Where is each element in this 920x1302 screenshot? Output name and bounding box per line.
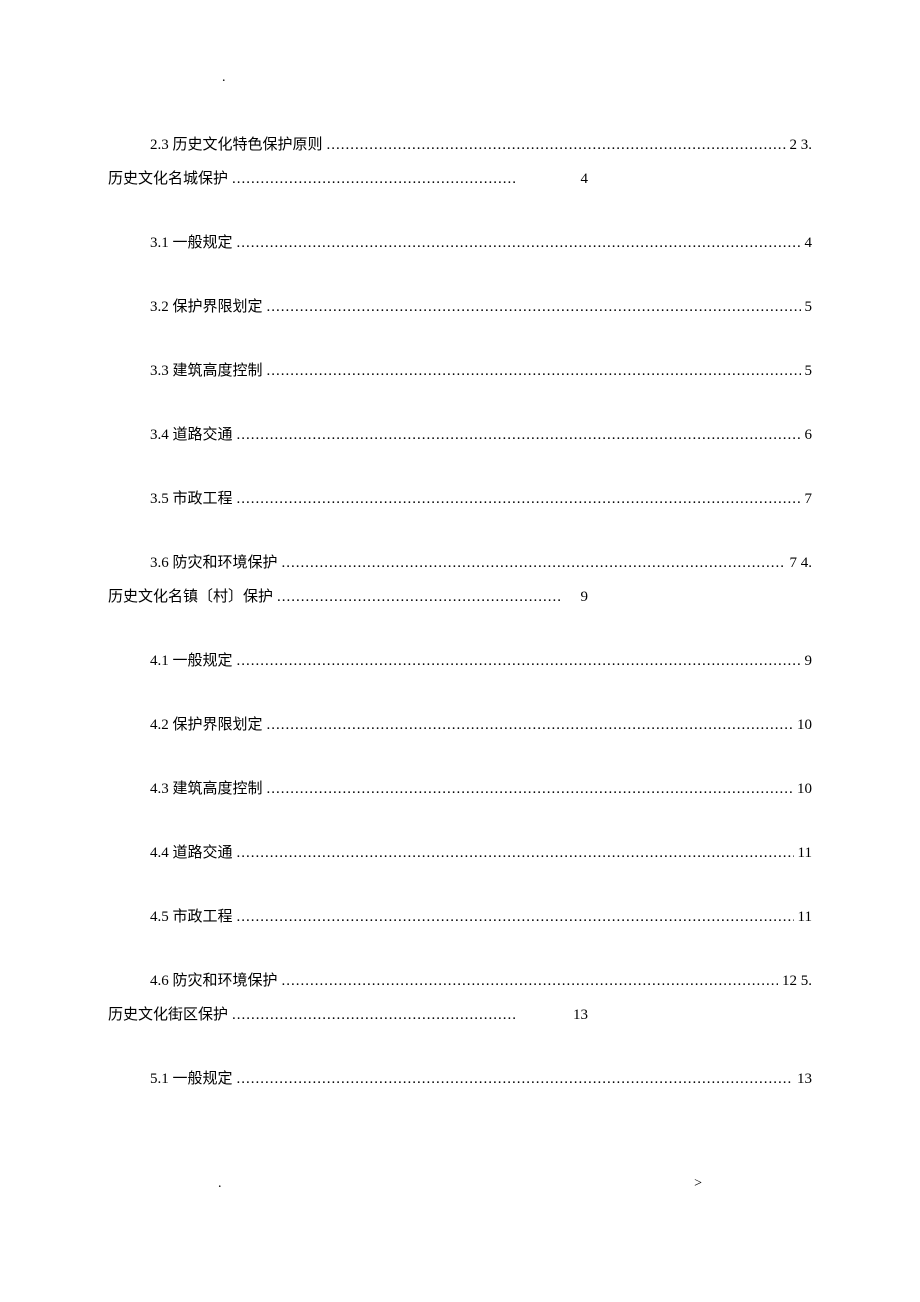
toc-leader-dots: ........................................… [232, 164, 576, 194]
toc-leader-dots: ........................................… [267, 292, 801, 322]
toc-section-entry: 历史文化名城保护 ...............................… [108, 164, 588, 194]
footer-right-mark: > [694, 1176, 702, 1192]
toc-page-number: 4 [805, 228, 813, 258]
toc-page-number: 7 4. [790, 548, 813, 578]
toc-leader-dots: ........................................… [237, 484, 801, 514]
toc-label: 4.6 防灾和环境保护 [150, 966, 278, 996]
toc-leader-dots: ........................................… [232, 1000, 569, 1030]
toc-label: 4.3 建筑高度控制 [150, 774, 263, 804]
toc-leader-dots: ........................................… [282, 548, 786, 578]
toc-label: 3.6 防灾和环境保护 [150, 548, 278, 578]
toc-section-page: 9 [581, 582, 589, 612]
toc-page-number: 10 [797, 710, 812, 740]
footer-left-mark: . [218, 1176, 222, 1192]
toc-page-number: 5 [805, 356, 813, 386]
toc-entry: 3.3 建筑高度控制 .............................… [108, 356, 812, 386]
toc-label: 3.3 建筑高度控制 [150, 356, 263, 386]
footer-marks: . > [108, 1176, 812, 1192]
toc-leader-dots: ........................................… [237, 1064, 793, 1094]
toc-leader-dots: ........................................… [237, 646, 801, 676]
toc-section-label: 历史文化街区保护 [108, 1000, 228, 1030]
toc-entry: 4.3 建筑高度控制 .............................… [108, 774, 812, 804]
toc-page-number: 13 [797, 1064, 812, 1094]
toc-entry: 3.4 道路交通 ...............................… [108, 420, 812, 450]
toc-page-number: 11 [798, 838, 812, 868]
toc-leader-dots: ........................................… [267, 710, 793, 740]
toc-label: 4.5 市政工程 [150, 902, 233, 932]
toc-page-number: 10 [797, 774, 812, 804]
toc-entry: 4.2 保护界限划定 .............................… [108, 710, 812, 740]
toc-section-label: 历史文化名镇〔村〕保护 [108, 582, 273, 612]
toc-entry: 3.1 一般规定 ...............................… [108, 228, 812, 258]
toc-page-number: 2 3. [790, 130, 813, 160]
toc-page-number: 9 [805, 646, 813, 676]
toc-page-number: 6 [805, 420, 813, 450]
toc-leader-dots: ........................................… [277, 582, 576, 612]
toc-entry: 3.2 保护界限划定 .............................… [108, 292, 812, 322]
toc-page-number: 5 [805, 292, 813, 322]
toc-label: 2.3 历史文化特色保护原则 [150, 130, 323, 160]
toc-page-number: 11 [798, 902, 812, 932]
toc-section-label: 历史文化名城保护 [108, 164, 228, 194]
toc-label: 3.2 保护界限划定 [150, 292, 263, 322]
toc-label: 3.1 一般规定 [150, 228, 233, 258]
toc-label: 4.2 保护界限划定 [150, 710, 263, 740]
toc-page-number: 12 5. [782, 966, 812, 996]
toc-entry: 3.6 防灾和环境保护 ............................… [108, 548, 812, 578]
toc-leader-dots: ........................................… [237, 420, 801, 450]
toc-entry: 4.4 道路交通 ...............................… [108, 838, 812, 868]
toc-entry: 4.6 防灾和环境保护 ............................… [108, 966, 812, 996]
toc-label: 3.4 道路交通 [150, 420, 233, 450]
top-dot-mark: . [222, 70, 226, 86]
toc-leader-dots: ........................................… [237, 838, 794, 868]
toc-section-entry: 历史文化名镇〔村〕保护 ............................… [108, 582, 588, 612]
toc-page-number: 7 [805, 484, 813, 514]
toc-entry: 2.3 历史文化特色保护原则 .........................… [108, 130, 812, 160]
toc-label: 4.1 一般规定 [150, 646, 233, 676]
toc-entry: 4.1 一般规定 ...............................… [108, 646, 812, 676]
toc-leader-dots: ........................................… [282, 966, 778, 996]
toc-section-page: 13 [573, 1000, 588, 1030]
toc-leader-dots: ........................................… [267, 774, 793, 804]
toc-section-entry: 历史文化街区保护 ...............................… [108, 1000, 588, 1030]
toc-label: 4.4 道路交通 [150, 838, 233, 868]
toc-entry: 4.5 市政工程 ...............................… [108, 902, 812, 932]
toc-section-page: 4 [581, 164, 589, 194]
toc-entry: 3.5 市政工程 ...............................… [108, 484, 812, 514]
toc-leader-dots: ........................................… [237, 902, 794, 932]
toc-entry: 5.1 一般规定 ...............................… [108, 1064, 812, 1094]
toc-leader-dots: ........................................… [237, 228, 801, 258]
toc-leader-dots: ........................................… [267, 356, 801, 386]
toc-label: 5.1 一般规定 [150, 1064, 233, 1094]
table-of-contents: 2.3 历史文化特色保护原则 .........................… [108, 130, 812, 1094]
toc-leader-dots: ........................................… [327, 130, 786, 160]
toc-label: 3.5 市政工程 [150, 484, 233, 514]
